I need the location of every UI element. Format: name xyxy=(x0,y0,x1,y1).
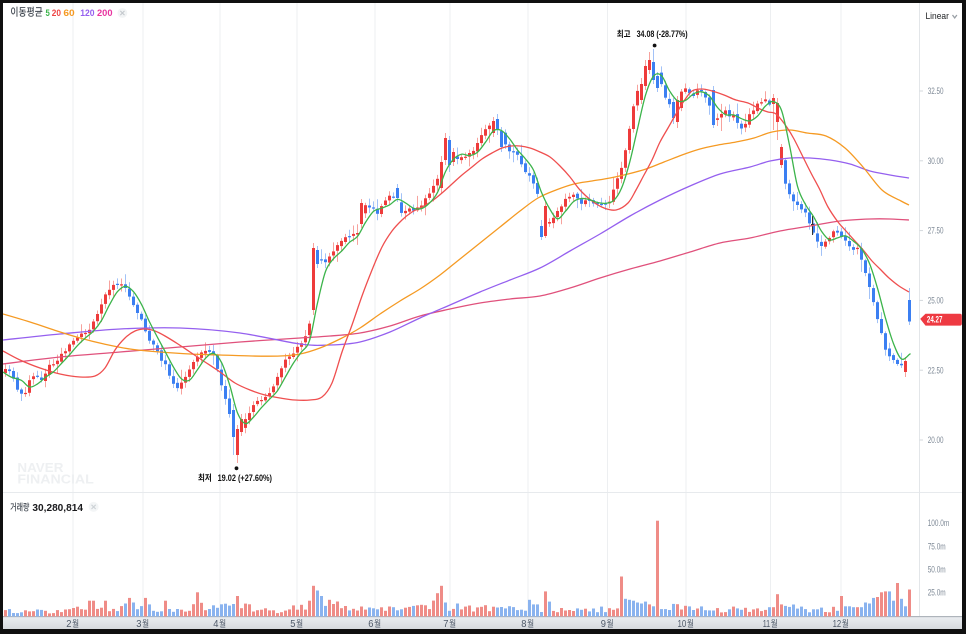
svg-text:19.02 (+27.60%): 19.02 (+27.60%) xyxy=(218,473,272,483)
svg-text:11: 11 xyxy=(763,619,771,630)
svg-text:20.00: 20.00 xyxy=(928,435,944,445)
svg-text:22.50: 22.50 xyxy=(928,365,944,375)
svg-text:12: 12 xyxy=(833,619,842,630)
svg-text:6: 6 xyxy=(368,619,374,630)
svg-text:50.0m: 50.0m xyxy=(928,565,946,575)
svg-text:20: 20 xyxy=(52,8,61,19)
svg-text:9: 9 xyxy=(601,619,607,630)
svg-text:27.50: 27.50 xyxy=(928,226,944,236)
svg-text:8: 8 xyxy=(521,619,527,630)
svg-text:30,280,814: 30,280,814 xyxy=(32,502,83,514)
svg-text:Linear: Linear xyxy=(926,11,949,22)
svg-text:2: 2 xyxy=(66,619,72,630)
svg-text:30.00: 30.00 xyxy=(928,156,944,166)
svg-text:5: 5 xyxy=(46,8,51,19)
svg-text:120: 120 xyxy=(80,8,94,19)
svg-text:NAVER: NAVER xyxy=(17,460,64,475)
svg-text:10: 10 xyxy=(678,619,687,630)
svg-text:3: 3 xyxy=(136,619,142,630)
svg-text:25.00: 25.00 xyxy=(928,296,944,306)
svg-text:25.0m: 25.0m xyxy=(928,588,946,598)
svg-text:60: 60 xyxy=(63,8,74,19)
svg-text:200: 200 xyxy=(97,8,113,19)
svg-text:75.0m: 75.0m xyxy=(928,542,946,552)
svg-text:FINANCIAL: FINANCIAL xyxy=(17,471,93,486)
svg-text:32.50: 32.50 xyxy=(928,86,944,96)
svg-text:5: 5 xyxy=(290,619,296,630)
svg-text:7: 7 xyxy=(443,619,449,630)
svg-text:34.08 (-28.77%): 34.08 (-28.77%) xyxy=(637,29,688,39)
svg-text:4: 4 xyxy=(213,619,219,630)
svg-text:100.0m: 100.0m xyxy=(928,518,950,528)
svg-text:24.27: 24.27 xyxy=(927,315,943,325)
